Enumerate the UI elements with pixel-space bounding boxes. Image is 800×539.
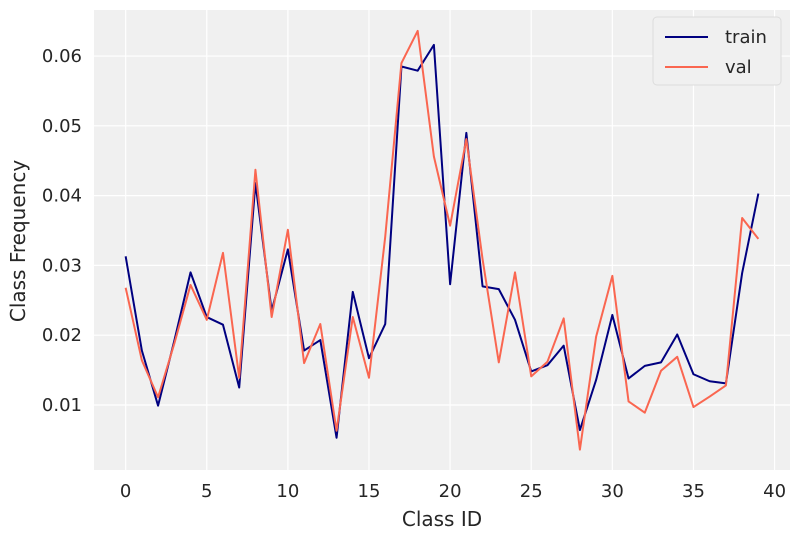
y-tick-label: 0.01	[42, 395, 82, 416]
y-tick-label: 0.04	[42, 186, 82, 207]
x-tick-label: 20	[439, 481, 462, 502]
y-tick-label: 0.06	[42, 46, 82, 67]
legend-label-train: train	[725, 27, 767, 48]
series-layer	[124, 29, 760, 451]
grid	[94, 10, 790, 470]
series-line-train	[124, 43, 760, 439]
y-tick-label: 0.02	[42, 325, 82, 346]
x-tick-label: 10	[276, 481, 299, 502]
x-axis-title: Class ID	[402, 507, 482, 531]
x-tick-labels: 0 5 10 15 20 25 30 35 40	[120, 481, 786, 502]
x-tick-label: 30	[601, 481, 624, 502]
series-line-val	[124, 29, 760, 451]
legend-label-val: val	[725, 57, 752, 78]
x-tick-label: 15	[358, 481, 381, 502]
plot-area-background	[94, 10, 790, 470]
y-tick-label: 0.03	[42, 255, 82, 276]
x-tick-label: 40	[763, 481, 786, 502]
y-tick-label: 0.05	[42, 116, 82, 137]
y-axis-title: Class Frequency	[6, 160, 30, 322]
x-tick-label: 0	[120, 481, 131, 502]
x-tick-label: 5	[201, 481, 212, 502]
x-tick-label: 35	[682, 481, 705, 502]
y-tick-labels: 0.01 0.02 0.03 0.04 0.05 0.06	[42, 46, 82, 416]
x-tick-label: 25	[520, 481, 543, 502]
legend: train val	[652, 16, 782, 86]
